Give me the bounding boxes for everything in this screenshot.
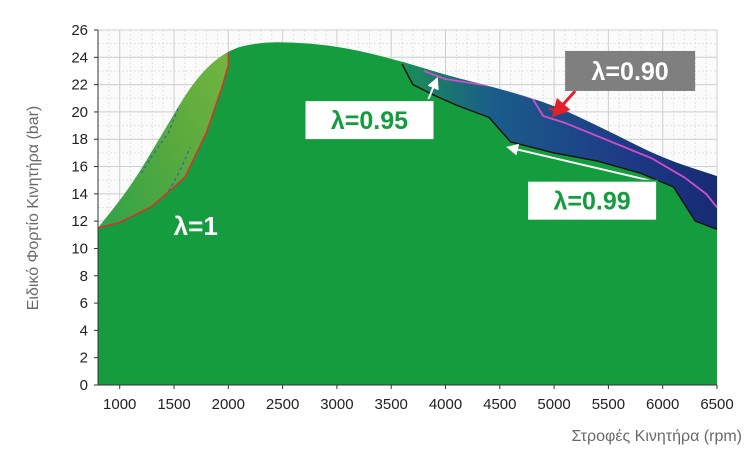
annotation-lambda-0-90-label: λ=0.90 <box>592 58 669 86</box>
y-tick-label: 8 <box>80 268 88 285</box>
x-tick-label: 3500 <box>375 396 408 413</box>
y-axis-title: Ειδικό Φορτίο Κινητήρα (bar) <box>25 106 42 311</box>
y-tick-label: 16 <box>71 159 88 176</box>
contour-low-rpm-inner-2 <box>168 147 191 192</box>
annotation-lambda-0-95-box <box>303 99 436 142</box>
y-tick-label: 12 <box>71 213 88 230</box>
x-tick-label: 6000 <box>646 396 679 413</box>
y-tick-label: 22 <box>71 77 88 94</box>
annotations: λ=1 λ=0.95 λ=0.99 λ=0.90 <box>174 50 696 241</box>
x-tick-label: 3000 <box>320 396 353 413</box>
x-tick-label: 5000 <box>537 396 570 413</box>
x-tick-label: 1500 <box>157 396 190 413</box>
y-tick-label: 20 <box>71 104 88 121</box>
y-tick-label: 0 <box>80 377 88 394</box>
x-tick-label: 2000 <box>212 396 245 413</box>
x-tick-label: 5500 <box>592 396 625 413</box>
contour-lambda-0-95 <box>423 70 717 209</box>
y-tick-label: 4 <box>80 322 88 339</box>
annotation-lambda-0-95-arrow <box>427 76 439 101</box>
y-tick-label: 14 <box>71 186 88 203</box>
annotation-lambda-0-99-arrow <box>506 143 651 182</box>
x-tick-label: 4500 <box>483 396 516 413</box>
annotation-lambda-0-90-arrow <box>551 89 577 118</box>
x-tick-label: 2500 <box>266 396 299 413</box>
y-tick-label: 18 <box>71 131 88 148</box>
x-axis-title: Στροφές Κινητήρα (rpm) <box>572 428 742 445</box>
annotation-lambda-0-99-box <box>526 179 659 222</box>
y-tick-label: 10 <box>71 240 88 257</box>
annotation-lambda-0-99-label: λ=0.99 <box>554 188 631 216</box>
y-tick-label: 26 <box>71 22 88 39</box>
x-tick-label: 1000 <box>103 396 136 413</box>
y-tick-label: 24 <box>71 49 88 66</box>
axes: 1000 1500 2000 2500 3000 3500 4000 4500 5000 5500… <box>71 22 733 413</box>
x-tick-label: 6500 <box>700 396 733 413</box>
y-tick-label: 6 <box>80 295 88 312</box>
annotation-lambda-0-95-label: λ=0.95 <box>331 107 408 135</box>
y-tick-label: 2 <box>80 350 88 367</box>
annotation-lambda-0-90-box <box>565 50 696 91</box>
annotation-lambda-1-label: λ=1 <box>174 211 218 241</box>
x-tick-label: 4000 <box>429 396 462 413</box>
contour-low-rpm <box>98 49 230 229</box>
